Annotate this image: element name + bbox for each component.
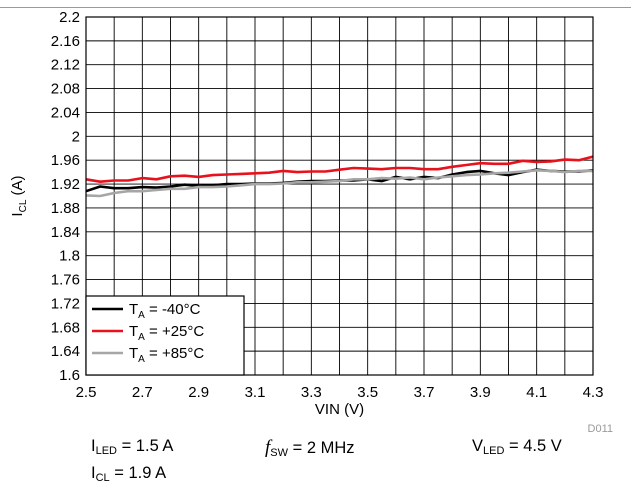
series-line-1 <box>85 155 594 183</box>
y-tick-label: 2 <box>72 128 80 145</box>
x-tick-label: 4.3 <box>583 384 604 401</box>
condition-vled-tail: = 4.5 V <box>504 437 562 455</box>
condition-icl-main: I <box>91 464 96 482</box>
condition-fsw-main: f <box>265 437 271 458</box>
series-lines <box>85 155 594 198</box>
x-tick-label: 3.9 <box>470 384 491 401</box>
y-tick-label: 1.76 <box>51 272 80 289</box>
condition-icl: ICL = 1.9 A <box>91 464 166 484</box>
legend-label-2: TA = +85°C <box>129 345 204 365</box>
condition-iled-main: I <box>91 437 96 455</box>
condition-vled-main: V <box>472 437 484 455</box>
series-line-2 <box>85 169 593 198</box>
x-axis-label: VIN (V) <box>315 401 364 418</box>
condition-icl-tail: = 1.9 A <box>109 464 167 482</box>
y-tick-label: 2.04 <box>51 104 80 121</box>
y-tick-label: 1.64 <box>51 343 80 360</box>
figure-id-label: D011 <box>588 423 613 435</box>
x-tick-label: 2.7 <box>132 384 153 401</box>
line-chart: 2.5 2.7 2.9 3.1 3.3 3.5 3.7 3.9 4.1 4.3 1.6 1.64 1.6… <box>9 9 613 435</box>
condition-vled-sub: LED <box>483 445 505 457</box>
y-tick-label: 2.16 <box>51 33 80 50</box>
x-tick-label: 3.3 <box>301 384 322 401</box>
tick-labels: 2.5 2.7 2.9 3.1 3.3 3.5 3.7 3.9 4.1 4.3 1.6 1.64 1.6… <box>51 9 604 401</box>
condition-iled-tail: = 1.5 A <box>117 437 174 455</box>
x-tick-label: 4.1 <box>526 384 547 401</box>
y-tick-label: 1.96 <box>51 152 80 169</box>
x-tick-label: 3.1 <box>245 384 266 401</box>
y-axis-label: ICL (A) <box>9 175 29 216</box>
condition-fsw: fSW = 2 MHz <box>265 437 355 459</box>
condition-fsw-sub: SW <box>270 447 289 459</box>
y-tick-label: 1.88 <box>51 200 80 217</box>
y-tick-label: 2.12 <box>51 57 80 74</box>
y-tick-label: 2.08 <box>51 81 80 98</box>
condition-icl-sub: CL <box>95 472 110 484</box>
y-tick-label: 1.6 <box>59 367 80 384</box>
legend-label-1: TA = +25°C <box>129 323 204 343</box>
x-tick-label: 3.5 <box>357 384 378 401</box>
x-tick-label: 2.9 <box>188 384 209 401</box>
y-tick-label: 1.72 <box>51 295 80 312</box>
legend-label-0: TA = -40°C <box>129 301 201 321</box>
x-tick-label: 3.7 <box>414 384 435 401</box>
condition-iled: ILED = 1.5 A <box>91 437 173 457</box>
condition-iled-sub: LED <box>95 445 117 457</box>
plot-frame <box>85 16 594 376</box>
y-tick-label: 1.84 <box>51 224 80 241</box>
top-divider-line <box>0 7 631 8</box>
legend: TA = -40°CTA = +25°CTA = +85°C <box>85 295 245 376</box>
y-axis-label-sub: CL <box>18 199 29 212</box>
y-tick-label: 2.2 <box>59 9 80 26</box>
condition-fsw-tail: = 2 MHz <box>288 439 355 457</box>
condition-vled: VLED = 4.5 V <box>472 437 562 457</box>
y-tick-label: 1.8 <box>59 248 80 265</box>
y-axis-label-tail: (A) <box>9 175 26 199</box>
y-tick-label: 1.92 <box>51 176 80 193</box>
y-tick-label: 1.68 <box>51 319 80 336</box>
x-tick-label: 2.5 <box>76 384 97 401</box>
y-axis-label-main: I <box>9 212 26 216</box>
